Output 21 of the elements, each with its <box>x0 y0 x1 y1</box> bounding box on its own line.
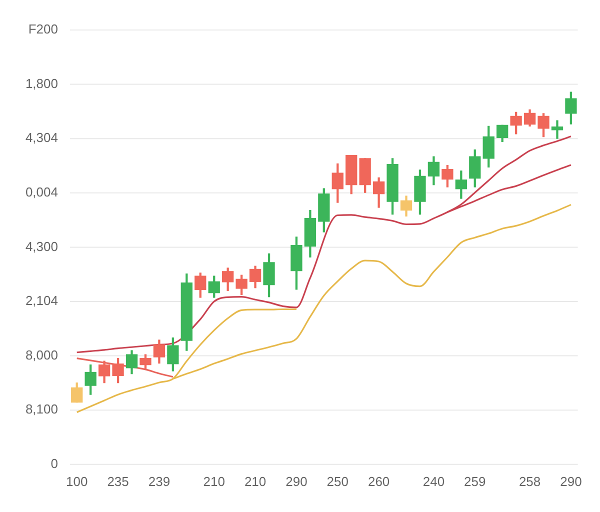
x-tick-label: 260 <box>368 474 390 489</box>
x-tick-label: 100 <box>66 474 88 489</box>
x-tick-label: 290 <box>286 474 308 489</box>
text: 8,000 <box>25 347 58 362</box>
x-tick-label: 258 <box>518 474 541 489</box>
x-tick-label: 290 <box>560 474 582 489</box>
text: 4,304 <box>25 130 58 146</box>
text: 0,004 <box>25 184 58 200</box>
x-tick-label: 235 <box>107 474 129 489</box>
x-tick-label: 259 <box>464 474 486 489</box>
text: 0 <box>50 456 58 471</box>
text: F200 <box>28 22 58 37</box>
x-tick-label: 240 <box>422 474 445 489</box>
x-tick-label: 250 <box>326 474 348 489</box>
x-tick-label: 210 <box>203 474 225 489</box>
text: 8,100 <box>25 402 58 417</box>
text: 4,300 <box>25 238 58 254</box>
text: 1,800 <box>25 76 58 91</box>
text: 2,104 <box>25 293 58 308</box>
x-tick-label: 210 <box>244 474 266 489</box>
x-tick-label: 239 <box>148 474 170 489</box>
